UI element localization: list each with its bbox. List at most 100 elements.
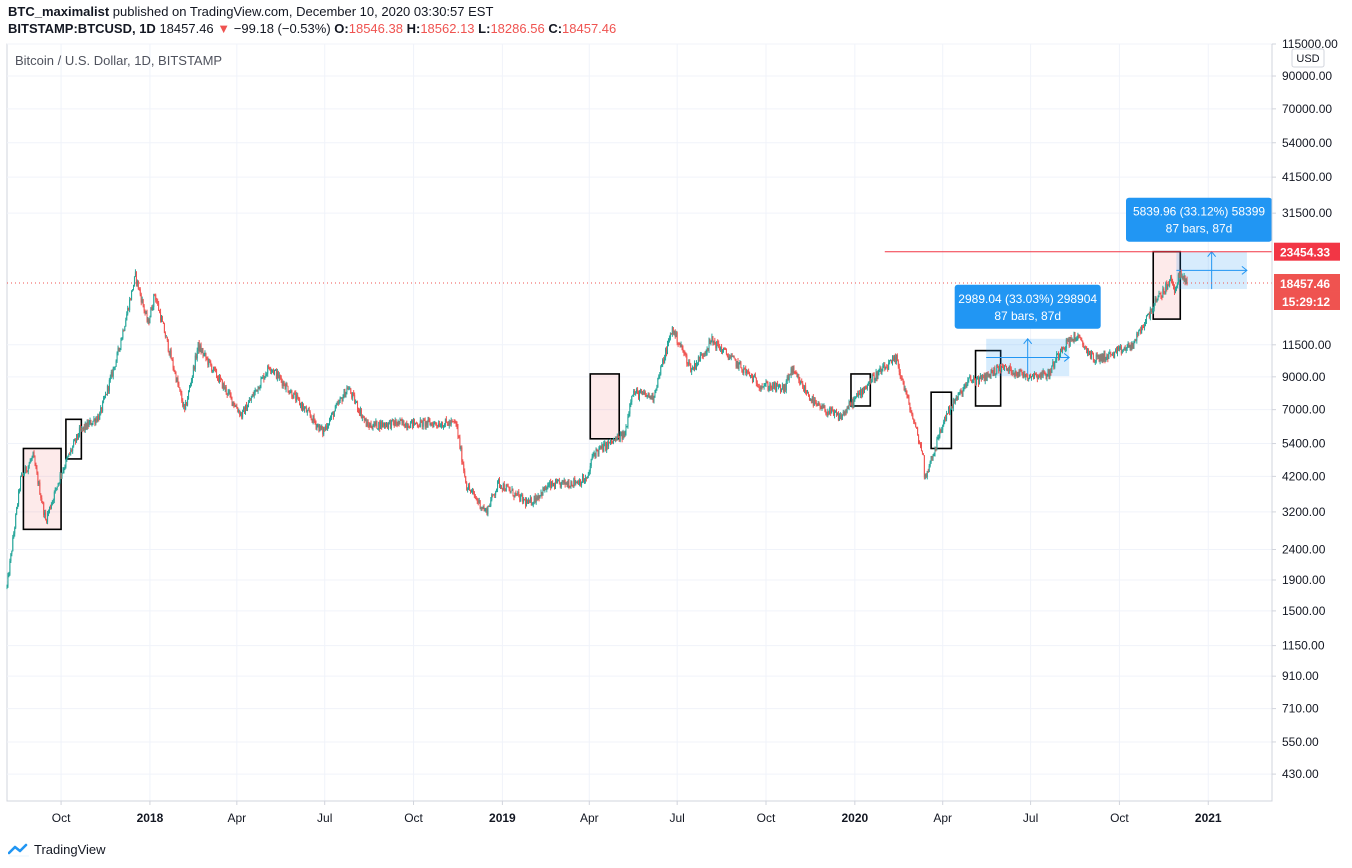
candle-body <box>625 427 627 434</box>
candle-body <box>1126 347 1128 349</box>
candle-body <box>177 378 179 385</box>
x-tick-label: Apr <box>580 811 599 825</box>
candle-body <box>954 399 956 404</box>
candle-body <box>84 423 86 430</box>
candle-body <box>919 443 921 445</box>
candle-body <box>9 561 11 575</box>
candle-body <box>440 426 442 428</box>
candle-body <box>67 456 69 459</box>
candle-body <box>987 372 989 375</box>
author-name[interactable]: BTC_maximalist <box>8 4 110 19</box>
candle-body <box>48 511 50 514</box>
currency-button[interactable]: USD <box>1291 48 1325 68</box>
candle-body <box>822 405 824 409</box>
candle-body <box>89 420 91 423</box>
candle-body <box>989 374 991 378</box>
candle-body <box>192 366 194 376</box>
candle-body <box>565 483 567 485</box>
candle-body <box>551 481 553 488</box>
candle-body <box>436 424 438 426</box>
candle-body <box>498 479 500 482</box>
candle-body <box>247 402 249 407</box>
candle-body <box>1153 303 1155 309</box>
candle-body <box>207 358 209 365</box>
candle-body <box>856 393 858 397</box>
candle-body <box>777 383 779 387</box>
candle-body <box>40 494 42 499</box>
annotation-box <box>930 391 953 450</box>
candle-body <box>937 438 939 440</box>
candle-body <box>133 276 135 285</box>
candle-body <box>723 348 725 350</box>
y-tick-label: 70000.00 <box>1282 102 1332 116</box>
candle-body <box>849 402 851 405</box>
candle-body <box>768 388 770 390</box>
candle-body <box>168 351 170 355</box>
candle-body <box>164 332 166 337</box>
candle-body <box>932 455 934 458</box>
candle-body <box>902 378 904 383</box>
candle-body <box>174 371 176 373</box>
x-tick-label: Apr <box>933 811 952 825</box>
candle-body <box>733 355 735 359</box>
candle-body <box>1105 359 1107 361</box>
candle-body <box>31 456 33 460</box>
candle-body <box>745 368 747 374</box>
candle-body <box>1163 288 1165 293</box>
candle-body <box>457 426 459 437</box>
candle-body <box>588 471 590 475</box>
candle-body <box>110 371 112 377</box>
candle-body <box>1156 299 1158 302</box>
candle-body <box>645 394 647 397</box>
candle-body <box>483 507 485 511</box>
candle-body <box>875 371 877 379</box>
measure-label-box <box>1126 197 1272 242</box>
candle-body <box>830 408 832 414</box>
candle-body <box>788 374 790 380</box>
candle-body <box>1113 352 1115 358</box>
footer: TradingView <box>8 842 106 857</box>
candle-body <box>1181 276 1183 278</box>
candle-body <box>271 370 273 372</box>
candle-body <box>1072 339 1074 342</box>
candle-body <box>265 374 267 377</box>
candle-body <box>574 478 576 484</box>
candle-body <box>165 336 167 338</box>
candle-body <box>383 422 385 426</box>
price-axis[interactable] <box>1272 44 1352 801</box>
candle-body <box>1147 313 1149 315</box>
candle-body <box>346 388 348 393</box>
candle-body <box>416 423 418 427</box>
candle-body <box>576 481 578 484</box>
candle-body <box>468 485 470 490</box>
candle-body <box>853 399 855 407</box>
candle-body <box>775 382 777 391</box>
candle-body <box>210 362 212 366</box>
x-tick-label: 2019 <box>489 811 516 825</box>
candle-body <box>1152 308 1154 312</box>
candle-body <box>198 342 200 351</box>
candle-body <box>691 369 693 372</box>
candle-body <box>679 344 681 346</box>
candle-body <box>807 392 809 397</box>
candle-body <box>670 333 672 335</box>
candle-body <box>140 294 142 303</box>
candle-body <box>219 376 221 379</box>
candle-body <box>774 382 776 389</box>
candle-body <box>229 391 231 395</box>
candle-body <box>472 490 474 493</box>
candle-body <box>430 423 432 426</box>
candle-body <box>1001 366 1003 371</box>
candle-body <box>99 412 101 420</box>
candle-body <box>810 398 812 402</box>
candle-body <box>377 428 379 430</box>
candle-body <box>731 355 733 357</box>
candle-body <box>605 443 607 451</box>
candle-body <box>392 419 394 423</box>
candle-body <box>786 376 788 381</box>
candle-body <box>883 365 885 367</box>
candle-body <box>886 367 888 369</box>
candle-body <box>161 317 163 321</box>
brand-name[interactable]: TradingView <box>34 842 106 857</box>
